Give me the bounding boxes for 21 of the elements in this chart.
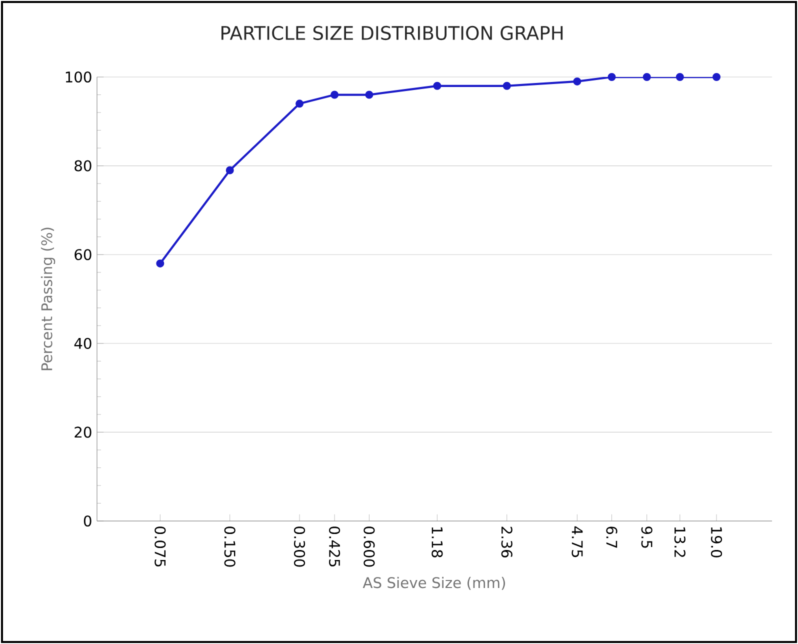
chart-title: PARTICLE SIZE DISTRIBUTION GRAPH bbox=[222, 26, 563, 40]
x-tick-label: 9.5 bbox=[641, 526, 652, 548]
x-tick-label: 2.36 bbox=[501, 526, 512, 558]
x-tick-label: 1.18 bbox=[432, 527, 443, 558]
x-axis-title: AS Sieve Size (mm) bbox=[362, 576, 506, 590]
x-tick-label: 0.425 bbox=[328, 526, 340, 566]
y-tick-label: 40 bbox=[74, 338, 92, 349]
y-tick-label: 20 bbox=[74, 426, 92, 438]
x-tick-label: 19.0 bbox=[710, 527, 722, 558]
x-tick-label: 0.300 bbox=[294, 526, 306, 567]
y-tick-label: 100 bbox=[66, 71, 92, 83]
x-tick-label: 13.2 bbox=[674, 527, 686, 557]
x-tick-label: 0.150 bbox=[224, 526, 236, 567]
x-tick-label: 0.075 bbox=[154, 526, 166, 566]
y-axis-title: Percent Passing (%) bbox=[40, 228, 56, 370]
x-tick-label: 0.600 bbox=[364, 526, 375, 567]
y-tick-label: 80 bbox=[74, 160, 92, 172]
y-tick-label: 60 bbox=[74, 249, 92, 260]
y-tick-label: 0 bbox=[84, 515, 92, 527]
x-tick-label: 4.75 bbox=[572, 526, 583, 558]
x-tick-label: 6.7 bbox=[606, 526, 618, 548]
